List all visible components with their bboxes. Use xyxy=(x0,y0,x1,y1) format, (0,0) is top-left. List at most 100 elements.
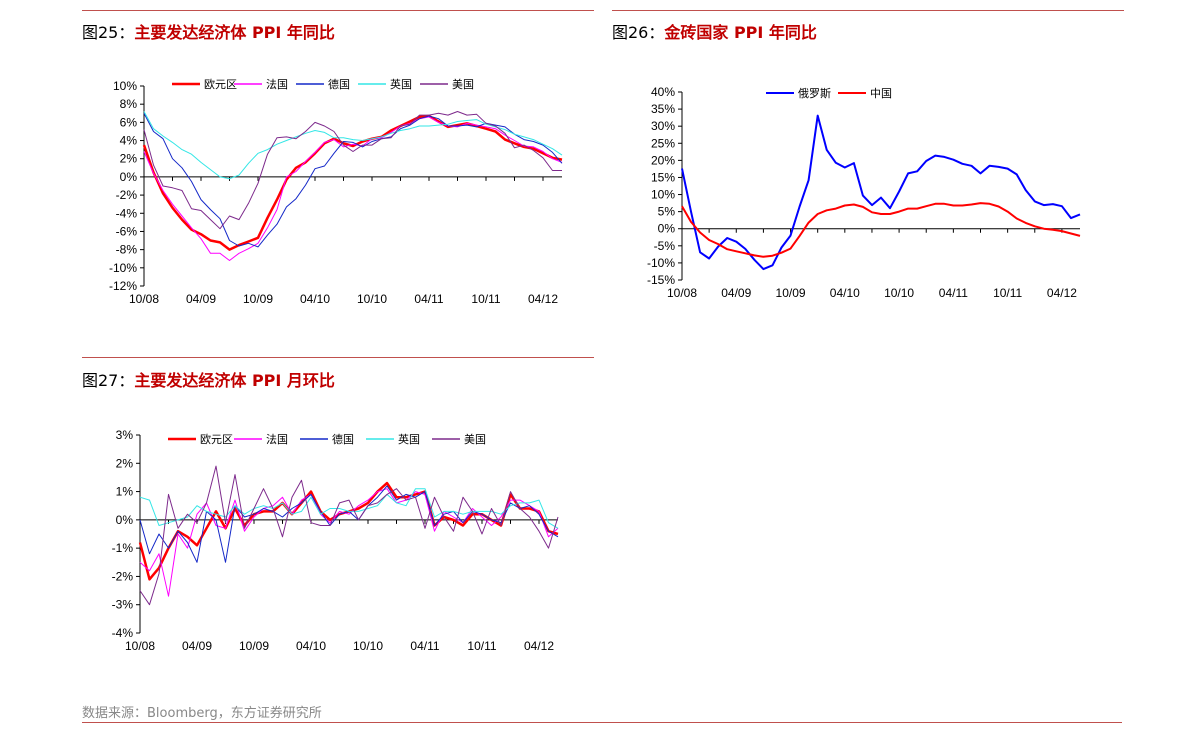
chart-2-axes: 3% 2% 1% 0% -1% -2% -3% -4%10/08 04/09 10/09 04/10… xyxy=(112,428,558,653)
x-tick-label: 04/11 xyxy=(410,639,439,653)
fig25-chart: 10% 8% 6% 4% 2% 0% -2% -4% -6% -8% -10% -12%10/08 04… xyxy=(109,77,563,306)
x-tick-label: 04/12 xyxy=(1047,286,1077,300)
x-tick-label: 10/11 xyxy=(471,292,500,306)
bottom-rule xyxy=(82,722,1122,723)
y-tick-label: -2% xyxy=(112,569,134,583)
series-line-1 xyxy=(139,488,559,597)
y-tick-label: 6% xyxy=(120,115,138,129)
x-tick-label: 04/10 xyxy=(830,286,860,300)
x-tick-label: 04/09 xyxy=(721,286,751,300)
legend-label: 俄罗斯 xyxy=(798,87,831,100)
y-tick-label: -4% xyxy=(116,206,138,220)
x-tick-label: 04/11 xyxy=(414,292,443,306)
chart-1-legend: 俄罗斯 中国 xyxy=(766,87,892,100)
chart-1-axes: 40%35%30%25%20%15%10%5%0%-5%-10%-15%10/0… xyxy=(647,85,1080,300)
chart-2-legend: 欧元区 法国 德国 英国 美国 xyxy=(168,432,486,446)
chart-0-legend: 欧元区 法国 德国 英国 美国 xyxy=(172,77,474,91)
x-tick-label: 10/09 xyxy=(239,639,269,653)
fig26-chart: 40%35%30%25%20%15%10%5%0%-5%-10%-15%10/0… xyxy=(647,85,1081,300)
y-tick-label: 8% xyxy=(120,97,138,111)
series-line-4 xyxy=(139,465,559,606)
x-tick-label: 04/09 xyxy=(182,639,212,653)
x-tick-label: 10/10 xyxy=(357,292,387,306)
series-line-3 xyxy=(143,111,563,180)
x-tick-label: 10/10 xyxy=(353,639,383,653)
x-tick-label: 10/08 xyxy=(129,292,159,306)
y-tick-label: 15% xyxy=(651,170,675,184)
x-tick-label: 10/08 xyxy=(667,286,697,300)
series-line-2 xyxy=(143,113,563,248)
fig27-top-rule xyxy=(82,357,594,358)
y-tick-label: 4% xyxy=(120,134,138,148)
series-line-0 xyxy=(681,114,1081,271)
y-tick-label: 0% xyxy=(658,222,676,236)
legend-label: 美国 xyxy=(452,78,474,91)
y-tick-label: 30% xyxy=(651,119,675,133)
y-tick-label: 10% xyxy=(651,188,675,202)
fig26-top-rule xyxy=(612,10,1124,11)
series-line-0 xyxy=(142,114,563,251)
x-tick-label: 10/09 xyxy=(243,292,273,306)
series-line-3 xyxy=(139,488,559,529)
y-tick-label: 25% xyxy=(651,136,675,150)
x-tick-label: 04/09 xyxy=(186,292,216,306)
y-tick-label: 40% xyxy=(651,85,675,99)
fig25-label: 图25： xyxy=(82,23,135,42)
legend-label: 法国 xyxy=(266,432,288,446)
legend-label: 欧元区 xyxy=(204,78,237,91)
chart-0-axes: 10% 8% 6% 4% 2% 0% -2% -4% -6% -8% -10% -12%10/08 04… xyxy=(109,79,562,306)
y-tick-label: -6% xyxy=(116,224,138,238)
y-tick-label: -10% xyxy=(109,261,137,275)
x-tick-label: 04/11 xyxy=(939,286,968,300)
x-tick-label: 10/09 xyxy=(776,286,806,300)
legend-label: 德国 xyxy=(332,432,354,446)
series-line-1 xyxy=(143,116,563,261)
y-tick-label: -8% xyxy=(116,243,138,257)
source-note: 数据来源：Bloomberg，东方证券研究所 xyxy=(82,706,322,721)
fig27-title-text: 主要发达经济体 PPI 月环比 xyxy=(134,371,335,390)
fig25-title: 图25：主要发达经济体 PPI 年同比 xyxy=(82,19,335,43)
fig26-title-text: 金砖国家 PPI 年同比 xyxy=(664,23,817,42)
legend-label: 欧元区 xyxy=(200,433,233,446)
legend-label: 英国 xyxy=(390,77,412,91)
fig27-label: 图27： xyxy=(82,371,135,390)
y-tick-label: -10% xyxy=(647,256,675,270)
legend-label: 中国 xyxy=(870,87,892,100)
series-line-1 xyxy=(681,202,1081,258)
x-tick-label: 10/11 xyxy=(993,286,1022,300)
series-line-2 xyxy=(139,485,559,563)
x-tick-label: 10/11 xyxy=(467,639,496,653)
fig27-chart: 3% 2% 1% 0% -1% -2% -3% -4%10/08 04/09 10/09 04/10… xyxy=(112,428,559,653)
y-tick-label: 0% xyxy=(120,170,138,184)
y-tick-label: 2% xyxy=(120,152,138,166)
fig27-title: 图27：主要发达经济体 PPI 月环比 xyxy=(82,367,335,391)
series-line-4 xyxy=(143,111,562,230)
y-tick-label: -3% xyxy=(112,598,134,612)
y-tick-label: 10% xyxy=(113,79,137,93)
y-tick-label: 0% xyxy=(116,513,134,527)
y-tick-label: -4% xyxy=(112,626,134,640)
y-tick-label: -12% xyxy=(109,279,137,293)
y-tick-label: -1% xyxy=(112,541,134,555)
y-tick-label: -5% xyxy=(654,239,676,253)
fig26-label: 图26： xyxy=(612,23,665,42)
x-tick-label: 10/08 xyxy=(125,639,155,653)
y-tick-label: 3% xyxy=(116,428,134,442)
x-tick-label: 04/10 xyxy=(296,639,326,653)
y-tick-label: 5% xyxy=(658,205,676,219)
y-tick-label: 2% xyxy=(116,456,134,470)
legend-label: 英国 xyxy=(398,432,420,446)
y-tick-label: 35% xyxy=(651,102,675,116)
y-tick-label: -2% xyxy=(116,188,138,202)
legend-label: 美国 xyxy=(464,433,486,446)
legend-label: 德国 xyxy=(328,77,350,91)
legend-label: 法国 xyxy=(266,77,288,91)
x-tick-label: 04/12 xyxy=(524,639,554,653)
y-tick-label: 1% xyxy=(116,485,134,499)
x-tick-label: 10/10 xyxy=(884,286,914,300)
fig26-title: 图26：金砖国家 PPI 年同比 xyxy=(612,19,817,43)
y-tick-label: -15% xyxy=(647,273,675,287)
y-tick-label: 20% xyxy=(651,153,675,167)
x-tick-label: 04/12 xyxy=(528,292,558,306)
fig25-title-text: 主要发达经济体 PPI 年同比 xyxy=(134,23,335,42)
